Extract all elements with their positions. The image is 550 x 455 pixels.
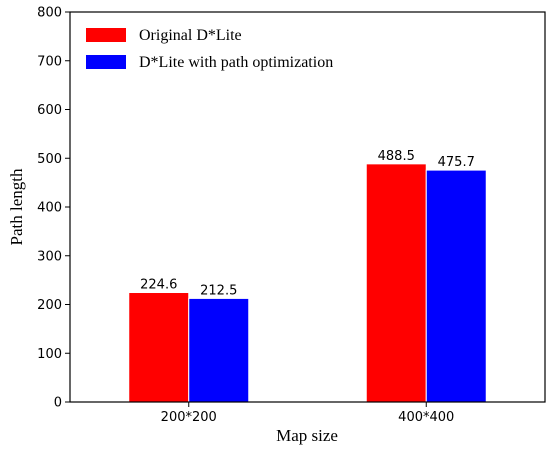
y-tick-label: 200 [37,298,62,313]
bars-layer [128,163,487,403]
y-tick-label: 0 [54,396,62,411]
legend-label: Original D*Lite [139,27,242,44]
y-tick-label: 100 [37,347,62,362]
y-axis-label: Path length [7,168,26,245]
x-axis-label: Map size [276,426,338,445]
bar-d-lite-with-path-optimization-200-200 [188,297,250,403]
x-tick-label: 400*400 [398,410,454,425]
y-tick-label: 400 [37,201,62,216]
x-tick-label: 200*200 [161,410,217,425]
legend-label: D*Lite with path optimization [139,54,333,71]
legend-swatch [86,28,126,42]
data-label: 475.7 [438,155,475,170]
y-tick-label: 300 [37,249,62,264]
data-label: 212.5 [200,283,237,298]
y-tick-label: 600 [37,103,62,118]
bar-d-lite-with-path-optimization-400-400 [425,169,487,403]
y-tick-label: 800 [37,6,62,21]
bar-original-d-lite-200-200 [128,292,190,403]
data-labels-layer: 224.6 212.5 488.5 475.7 [140,149,475,299]
y-tick-label: 500 [37,152,62,167]
y-axis-ticks: 0 100 200 300 400 500 600 700 800 [37,6,70,411]
data-label: 488.5 [378,149,415,164]
legend: Original D*Lite D*Lite with path optimiza… [86,27,333,71]
data-label: 224.6 [140,278,177,293]
y-tick-label: 700 [37,54,62,69]
bar-original-d-lite-400-400 [365,163,427,403]
x-axis-ticks: 200*200 400*400 [161,402,454,425]
legend-swatch [86,55,126,69]
